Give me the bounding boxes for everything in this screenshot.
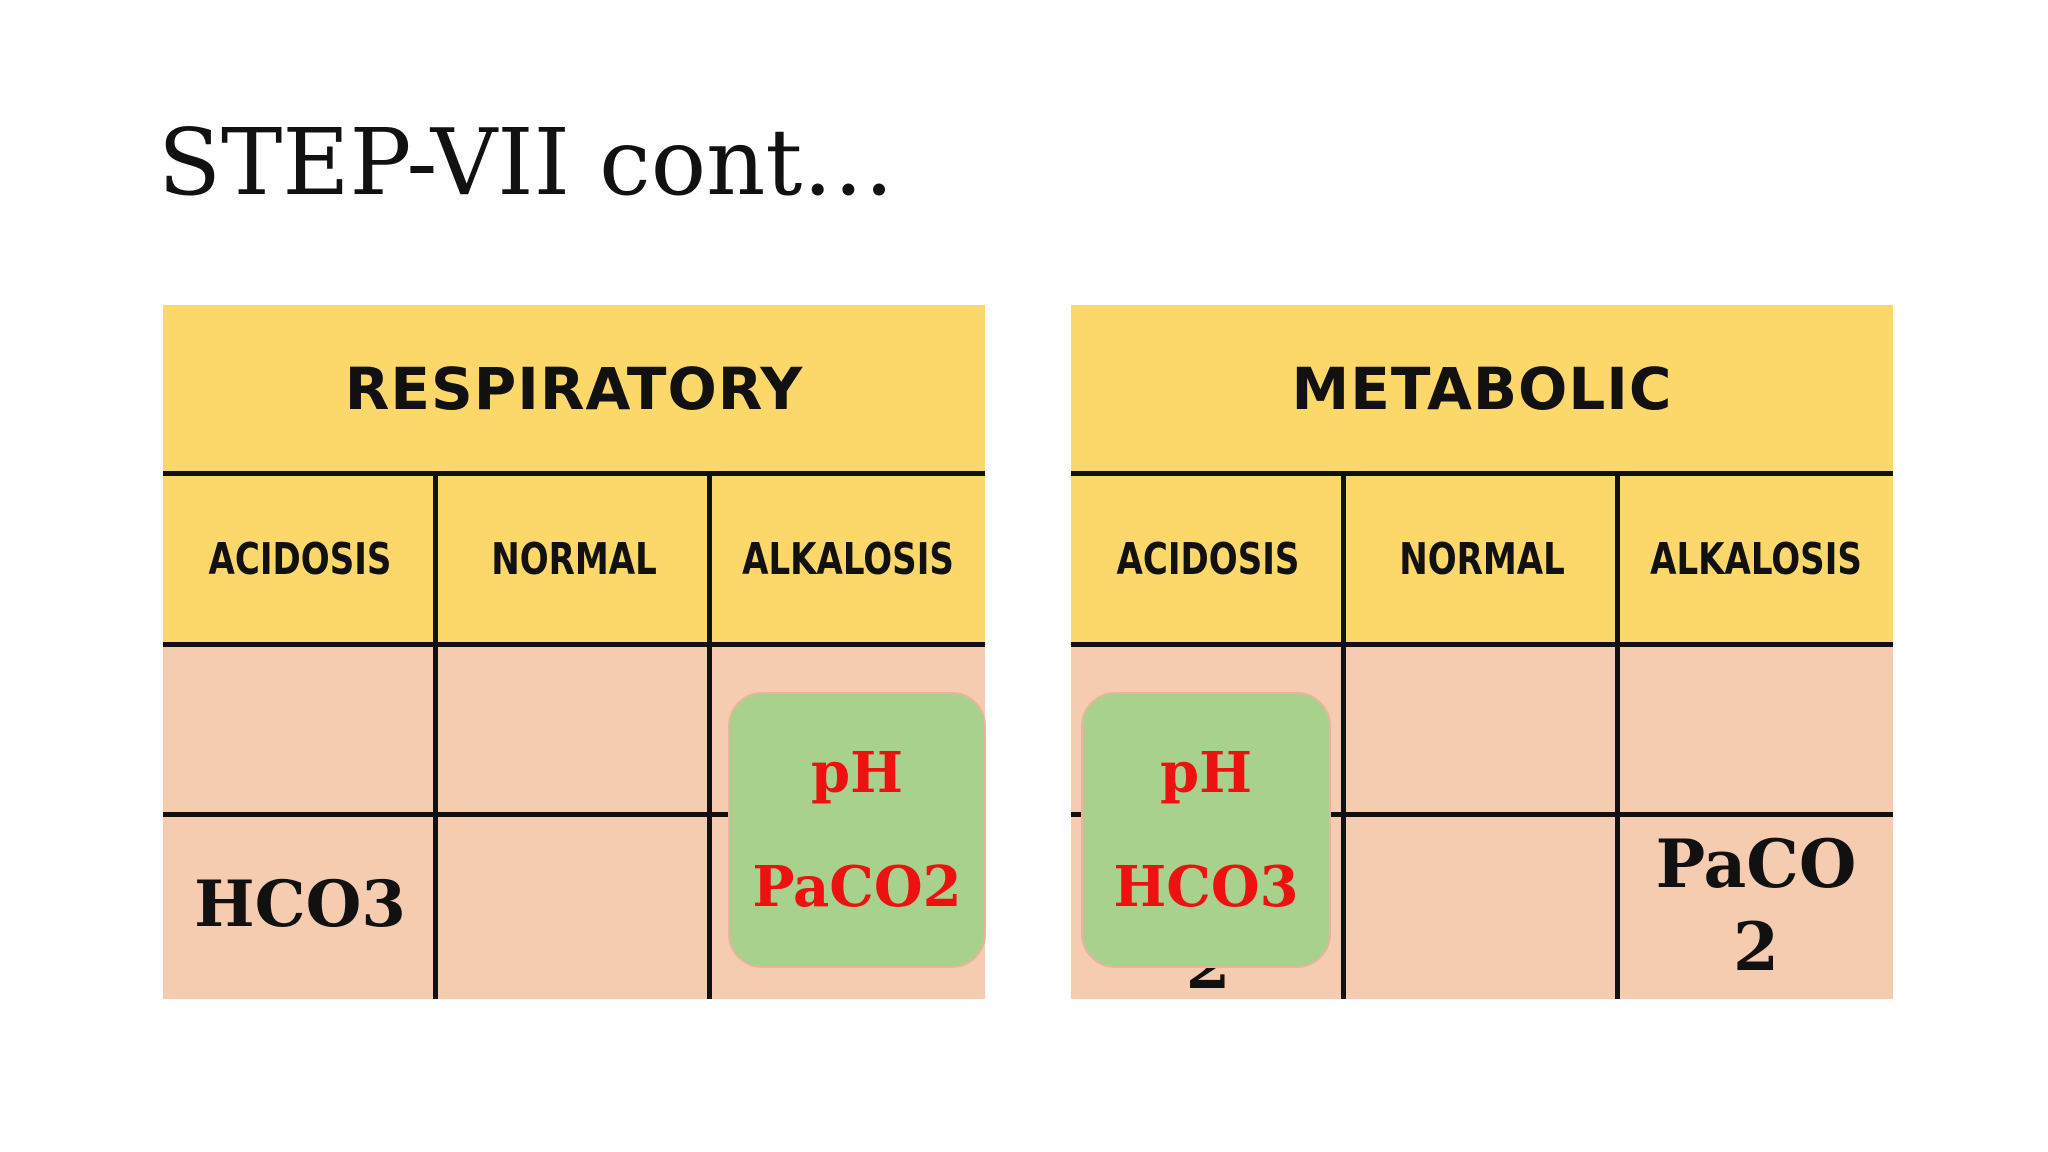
metabolic-subheader-row: ACIDOSIS NORMAL ALKALOSIS [1071,473,1893,645]
respiratory-col-normal: NORMAL [491,533,657,585]
metabolic-highlight-box: pH HCO3 [1081,692,1331,968]
respiratory-highlight-paco2: PaCO2 [752,854,962,920]
respiratory-table: RESPIRATORY ACIDOSIS NORMAL ALKALOSIS HC… [163,305,986,999]
respiratory-header: RESPIRATORY [163,305,985,473]
metabolic-highlight-hco3: HCO3 [1113,854,1299,920]
metabolic-col-normal: NORMAL [1399,533,1565,585]
respiratory-col-alkalosis: ALKALOSIS [742,533,954,585]
metabolic-col-alkalosis: ALKALOSIS [1650,533,1862,585]
respiratory-col-acidosis: ACIDOSIS [208,533,392,585]
respiratory-subheader-row: ACIDOSIS NORMAL ALKALOSIS [163,473,985,645]
respiratory-highlight-ph: pH [810,740,904,806]
metabolic-col-acidosis: ACIDOSIS [1116,533,1300,585]
metabolic-alkalosis-paco2-line2: 2 [1733,907,1779,986]
metabolic-alkalosis-paco2: PaCO 2 [1619,823,1893,988]
metabolic-table: METABOLIC ACIDOSIS NORMAL ALKALOSIS 2 Pa… [1071,305,1893,999]
metabolic-highlight-ph: pH [1159,740,1253,806]
slide-title: STEP-VII cont… [158,109,895,216]
grid-line [1341,473,1346,999]
grid-line [163,642,985,647]
grid-line [1615,473,1620,999]
respiratory-acidosis-hco3: HCO3 [194,867,406,942]
grid-line [1071,471,1893,476]
grid-line [433,473,438,999]
grid-line [163,812,985,817]
metabolic-alkalosis-paco2-line1: PaCO [1655,825,1857,903]
grid-line [1071,642,1893,647]
grid-line [163,471,985,476]
metabolic-header: METABOLIC [1071,305,1893,473]
respiratory-highlight-box: pH PaCO2 [728,692,986,968]
grid-line [707,473,712,999]
grid-line [1071,812,1893,817]
